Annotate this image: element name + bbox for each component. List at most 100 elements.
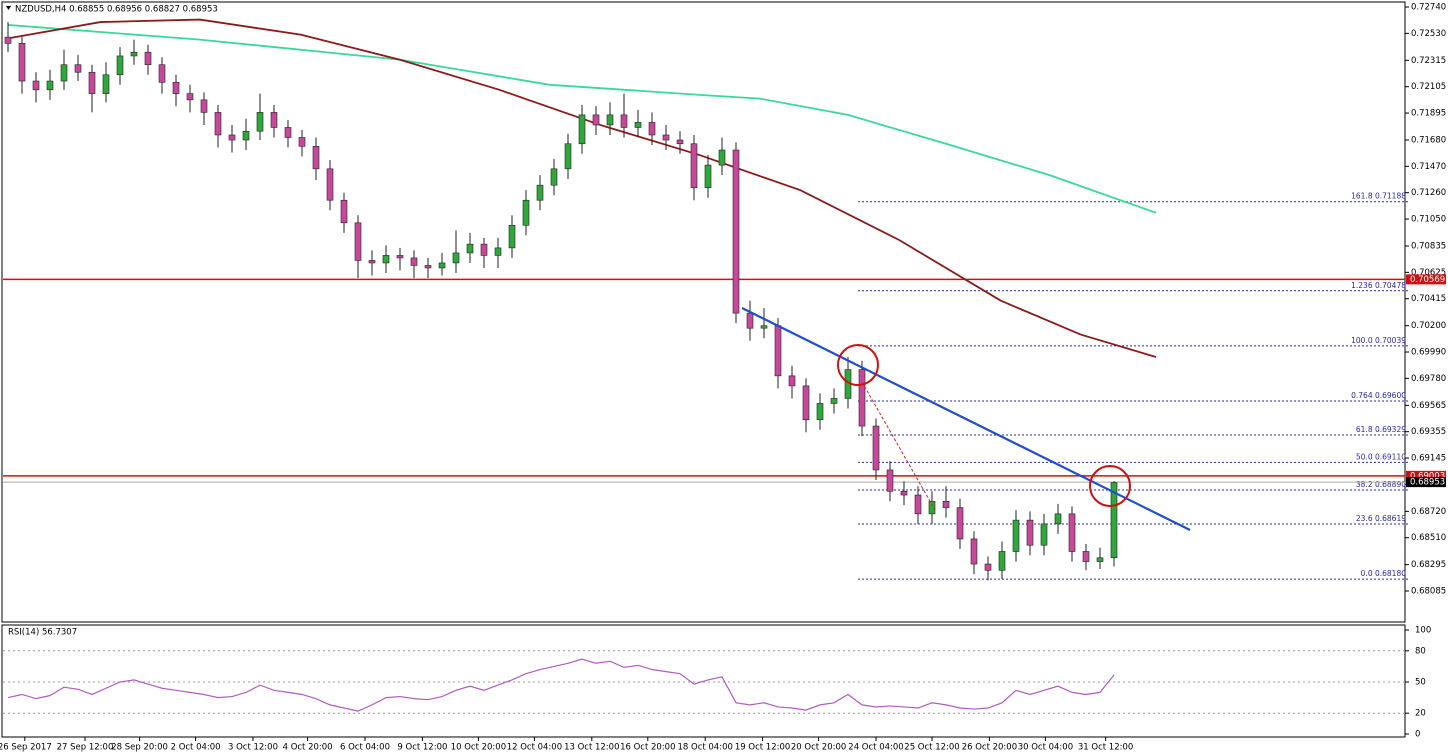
- rsi-panel: [1, 624, 1406, 738]
- y-tick-label: 0.72105: [1411, 82, 1446, 92]
- x-tick-label: 28 Sep 20:00: [111, 743, 168, 753]
- x-tick-label: 30 Oct 04:00: [1018, 743, 1073, 753]
- candle-body: [984, 563, 992, 571]
- y-tick-label: 0.70415: [1411, 294, 1446, 304]
- candle-body: [942, 501, 950, 508]
- fib-label: 161.8 0.71188: [1351, 192, 1406, 201]
- candle-body: [816, 403, 824, 421]
- candle-body: [116, 55, 124, 76]
- y-tick-label: 0.72315: [1411, 56, 1446, 66]
- candle-body: [578, 114, 586, 145]
- candle-body: [256, 112, 264, 132]
- candle-body: [718, 149, 726, 166]
- candle-body: [592, 114, 600, 126]
- candle-body: [298, 137, 306, 147]
- main-panel: [1, 1, 1406, 623]
- candle-body: [606, 114, 614, 126]
- candle-body: [494, 247, 502, 256]
- candle-body: [1012, 519, 1020, 552]
- moving-average: [7, 18, 1157, 358]
- y-tick-label: 0.70200: [1411, 321, 1446, 331]
- projection-line: [861, 381, 936, 511]
- y-tick-label: 0.70625: [1411, 268, 1446, 278]
- fib-label: 0.0 0.68180: [1361, 569, 1407, 578]
- header: NZDUSD,H4 0.68855 0.68956 0.68827 0.6895…: [15, 5, 218, 15]
- candle-body: [900, 490, 908, 496]
- candle-body: [326, 168, 334, 201]
- candle-body: [956, 507, 964, 540]
- candle-body: [508, 225, 516, 249]
- fib-label: 50.0 0.69110: [1356, 452, 1406, 461]
- candle-body: [424, 265, 432, 269]
- y-tick-label: 0.70835: [1411, 242, 1446, 252]
- candle-body: [242, 130, 250, 141]
- fib-label: 1.236 0.70478: [1351, 281, 1406, 290]
- candle-body: [18, 43, 26, 82]
- candle-body: [312, 145, 320, 170]
- candle-body: [32, 80, 40, 91]
- candle-body: [634, 122, 642, 128]
- candle-body: [130, 51, 138, 57]
- fib-label: 38.2 0.68890: [1356, 480, 1406, 489]
- x-tick-label: 4 Oct 20:00: [283, 743, 333, 753]
- trend-line: [741, 307, 1191, 531]
- x-tick-label: 2 Oct 04:00: [171, 743, 221, 753]
- candle-body: [620, 114, 628, 128]
- candle-body: [1096, 557, 1104, 562]
- candle-body: [144, 51, 152, 66]
- x-tick-label: 24 Oct 04:00: [848, 743, 903, 753]
- candle-body: [340, 199, 348, 224]
- candle-body: [214, 112, 222, 136]
- y-tick-label: 0.72740: [1411, 3, 1446, 13]
- highlight-circle: [837, 344, 879, 386]
- candle-body: [928, 501, 936, 515]
- candle-body: [74, 64, 82, 73]
- candle-body: [914, 494, 922, 515]
- menu-arrow: [6, 6, 11, 10]
- candle-body: [802, 385, 810, 421]
- level-label: 0.70569: [1410, 275, 1445, 285]
- candle-body: [410, 257, 418, 266]
- rsi-tick-label: 0: [1415, 730, 1420, 740]
- y-tick-label: 0.72530: [1411, 29, 1446, 39]
- x-tick-label: 27 Sep 12:00: [57, 743, 114, 753]
- rsi-line: [7, 658, 1115, 712]
- y-tick-label: 0.69780: [1411, 374, 1446, 384]
- x-tick-label: 19 Oct 12:00: [735, 743, 790, 753]
- y-tick-label: 0.71470: [1411, 162, 1446, 172]
- x-tick-label: 25 Oct 12:00: [904, 743, 959, 753]
- candle-body: [102, 74, 110, 94]
- y-tick-label: 0.69565: [1411, 401, 1446, 411]
- x-tick-label: 6 Oct 04:00: [340, 743, 390, 753]
- candle-body: [564, 143, 572, 170]
- candle-body: [774, 325, 782, 377]
- rsi-tick-label: 80: [1415, 646, 1426, 656]
- candle-body: [536, 184, 544, 201]
- x-tick-label: 18 Oct 04:00: [677, 743, 732, 753]
- rsi-tick-label: 50: [1415, 678, 1426, 688]
- candle-body: [466, 243, 474, 254]
- candle-body: [690, 143, 698, 188]
- candle-body: [452, 252, 460, 264]
- candle-body: [4, 36, 12, 44]
- candle-body: [270, 112, 278, 128]
- candle-body: [396, 255, 404, 259]
- candle-body: [830, 398, 838, 404]
- candle-body: [746, 312, 754, 329]
- candle-body: [1026, 519, 1034, 546]
- y-tick-label: 0.71680: [1411, 136, 1446, 146]
- x-tick-label: 3 Oct 12:00: [228, 743, 278, 753]
- x-tick-label: 20 Oct 20:00: [791, 743, 846, 753]
- y-tick-label: 0.69990: [1411, 348, 1446, 358]
- highlight-circle: [1089, 465, 1131, 507]
- x-tick-label: 10 Oct 20:00: [451, 743, 506, 753]
- candle-body: [60, 64, 68, 82]
- candle-body: [46, 80, 54, 91]
- fib-label: 100.0 0.70039: [1351, 336, 1406, 345]
- candle-body: [382, 255, 390, 264]
- y-tick-label: 0.71895: [1411, 109, 1446, 119]
- candle-body: [158, 64, 166, 83]
- x-tick-label: 26 Sep 2017: [0, 743, 52, 753]
